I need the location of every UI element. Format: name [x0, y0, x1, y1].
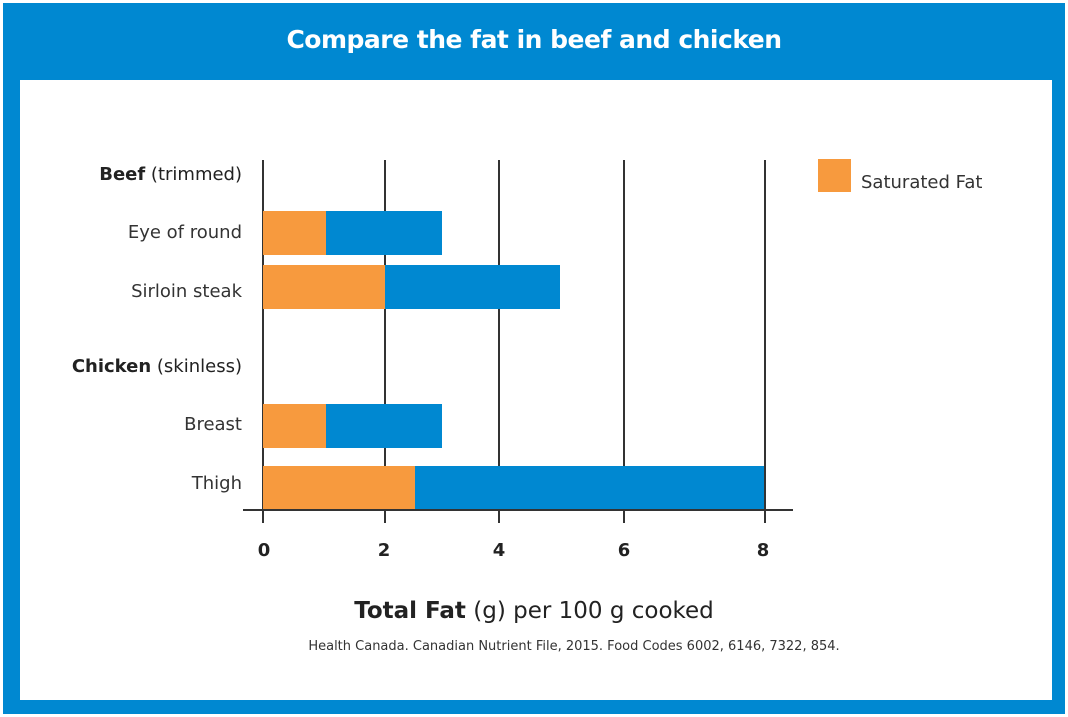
group-label-chicken: Chicken (skinless)	[71, 356, 242, 377]
x-tick	[623, 509, 625, 523]
x-axis-title: Total Fat (g) per 100 g cooked	[354, 598, 714, 624]
saturated-fat-segment	[263, 466, 415, 510]
gridline-6	[623, 160, 625, 510]
legend-label: Saturated Fat	[861, 172, 983, 193]
saturated-fat-segment	[263, 404, 326, 448]
row-label-thigh: Thigh	[191, 473, 242, 494]
chart-panel	[20, 80, 1052, 700]
x-tick	[498, 509, 500, 523]
row-label-sirloin-steak: Sirloin steak	[131, 281, 242, 302]
x-tick-label-6: 6	[617, 540, 631, 561]
chart-title: Compare the fat in beef and chicken	[286, 25, 782, 54]
row-label-eye-of-round: Eye of round	[127, 222, 242, 243]
x-tick-label-0: 0	[257, 540, 271, 561]
gridline-2	[384, 160, 386, 510]
chart-frame: Compare the fat in beef and chicken	[3, 3, 1065, 714]
x-tick-label-2: 2	[377, 540, 391, 561]
x-tick	[384, 509, 386, 523]
legend-swatch-icon	[818, 159, 851, 192]
bar-eye-of-round	[263, 211, 442, 255]
x-tick-label-4: 4	[492, 540, 506, 561]
bar-sirloin-steak	[263, 265, 560, 309]
saturated-fat-segment	[263, 211, 326, 255]
gridline-0	[262, 160, 264, 510]
x-axis-line	[243, 509, 793, 511]
row-label-breast: Breast	[184, 414, 242, 435]
x-tick	[262, 509, 264, 523]
source-note: Health Canada. Canadian Nutrient File, 2…	[308, 639, 840, 654]
group-label-beef: Beef (trimmed)	[99, 164, 242, 185]
gridline-8	[764, 160, 766, 510]
bar-thigh	[263, 466, 764, 510]
saturated-fat-segment	[263, 265, 385, 309]
x-tick	[764, 509, 766, 523]
gridline-4	[498, 160, 500, 510]
x-tick-label-8: 8	[756, 540, 770, 561]
bar-breast	[263, 404, 442, 448]
